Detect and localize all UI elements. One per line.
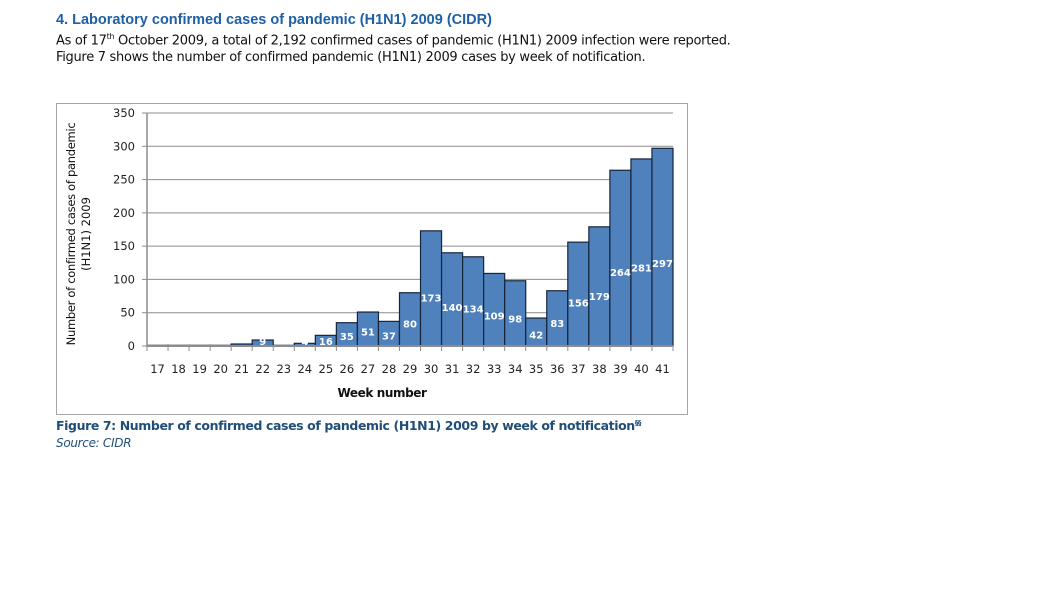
y-tick-label: 200 bbox=[113, 206, 135, 220]
caption-text: Figure 7: Number of confirmed cases of p… bbox=[56, 418, 635, 433]
y-tick-label: 50 bbox=[120, 306, 135, 320]
summary-text-start: As of 17 bbox=[56, 33, 107, 49]
x-tick-label: 20 bbox=[213, 362, 228, 376]
data-label: 42 bbox=[529, 330, 543, 341]
x-tick-label: 22 bbox=[255, 362, 270, 376]
x-tick-label: 24 bbox=[297, 362, 312, 376]
data-label: 51 bbox=[361, 328, 375, 339]
section-heading: 4. Laboratory confirmed cases of pandemi… bbox=[56, 12, 492, 28]
summary-paragraph: As of 17th October 2009, a total of 2,19… bbox=[56, 32, 731, 49]
x-tick-label: 19 bbox=[192, 362, 207, 376]
caption-footnote-mark: §§ bbox=[634, 418, 642, 427]
x-tick-label: 40 bbox=[634, 362, 649, 376]
data-label: 109 bbox=[484, 312, 505, 323]
data-label: 83 bbox=[550, 319, 564, 330]
bar-week-37 bbox=[567, 241, 590, 347]
bar-week-33 bbox=[483, 272, 506, 347]
bar-week-30 bbox=[419, 230, 443, 347]
data-label: 98 bbox=[508, 315, 522, 326]
data-label: 173 bbox=[421, 294, 442, 305]
data-label: 35 bbox=[340, 332, 354, 343]
x-tick-label: 33 bbox=[487, 362, 502, 376]
y-tick-label: 350 bbox=[113, 106, 135, 120]
figure-caption: Figure 7: Number of confirmed cases of p… bbox=[56, 418, 641, 433]
y-tick-label: 300 bbox=[113, 139, 135, 153]
x-tick-label: 36 bbox=[550, 362, 565, 376]
data-label: 297 bbox=[652, 259, 673, 270]
bar-week-38 bbox=[588, 226, 611, 347]
figure-source: Source: CIDR bbox=[56, 436, 132, 450]
bar-week-41 bbox=[651, 147, 674, 347]
x-axis-label: Week number bbox=[337, 386, 427, 400]
y-tick-label: 0 bbox=[128, 339, 135, 353]
ordinal-suffix: th bbox=[106, 32, 115, 41]
bar-week-39 bbox=[609, 169, 632, 347]
y-tick-label: 250 bbox=[113, 173, 135, 187]
x-tick-label: 38 bbox=[592, 362, 607, 376]
data-label: 264 bbox=[610, 268, 631, 279]
chart-frame: 0 50 100 150 200 250 300 350 17 18 19 20 21 22 23 24 25 2… bbox=[56, 103, 688, 415]
data-label: 16 bbox=[319, 337, 333, 348]
data-label: 140 bbox=[442, 303, 463, 314]
data-label: 4 bbox=[301, 337, 308, 348]
x-tick-label: 28 bbox=[382, 362, 397, 376]
x-tick-label: 32 bbox=[466, 362, 481, 376]
y-tick-label: 100 bbox=[113, 272, 135, 286]
x-tick-label: 27 bbox=[361, 362, 376, 376]
x-tick-label: 21 bbox=[234, 362, 249, 376]
figure-intro-paragraph: Figure 7 shows the number of confirmed p… bbox=[56, 50, 646, 65]
x-tick-label: 17 bbox=[150, 362, 165, 376]
x-tick-label: 37 bbox=[571, 362, 586, 376]
y-axis-label-line2: (H1N1) 2009 bbox=[79, 197, 93, 271]
bar-week-32 bbox=[462, 256, 485, 347]
data-label: 179 bbox=[589, 292, 610, 303]
summary-text-end: October 2009, a total of 2,192 confirmed… bbox=[114, 33, 731, 49]
data-label: 9 bbox=[259, 337, 266, 348]
x-tick-label: 31 bbox=[445, 362, 460, 376]
bar-week-31 bbox=[440, 252, 464, 347]
x-tick-label: 26 bbox=[340, 362, 355, 376]
x-tick-label: 23 bbox=[276, 362, 291, 376]
axes: 0 50 100 150 200 250 300 350 17 18 19 20 21 22 23 24 25 2… bbox=[113, 106, 674, 376]
data-label: 281 bbox=[631, 263, 652, 274]
x-tick-label: 41 bbox=[655, 362, 670, 376]
x-tick-label: 39 bbox=[613, 362, 628, 376]
bar-chart: 0 50 100 150 200 250 300 350 17 18 19 20 21 22 23 24 25 2… bbox=[64, 106, 674, 400]
x-tick-label: 30 bbox=[424, 362, 439, 376]
bar-week-34 bbox=[504, 280, 527, 347]
bar-week-40 bbox=[630, 158, 653, 347]
data-label: 134 bbox=[463, 305, 484, 316]
x-tick-label: 29 bbox=[403, 362, 418, 376]
y-tick-label: 150 bbox=[113, 239, 135, 253]
data-label: 80 bbox=[403, 320, 417, 331]
y-axis-label: Number of confirmed cases of pandemic bbox=[64, 123, 78, 346]
x-tick-label: 18 bbox=[171, 362, 186, 376]
x-tick-label: 25 bbox=[319, 362, 334, 376]
data-label: 156 bbox=[568, 298, 589, 309]
data-label: 37 bbox=[382, 332, 396, 343]
x-tick-label: 34 bbox=[508, 362, 523, 376]
x-tick-label: 35 bbox=[529, 362, 544, 376]
bars bbox=[146, 147, 674, 347]
